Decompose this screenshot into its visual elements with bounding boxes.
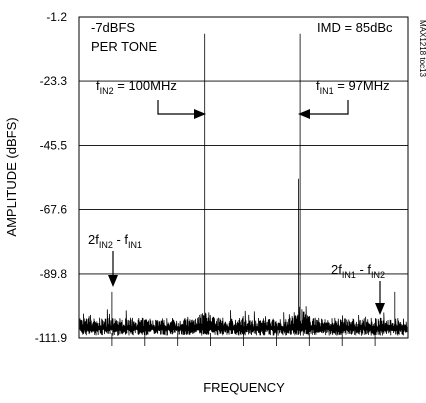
y-tick-label: -1.2 [46, 10, 67, 24]
x-axis-label: FREQUENCY [203, 380, 285, 395]
side-code: MAX1218 toc13 [418, 20, 426, 77]
imd-left-label: 2fIN2 - fIN1 [88, 232, 142, 250]
tone-level-label: -7dBFS [91, 20, 135, 35]
fin2-label: fIN2 = 100MHz [96, 78, 177, 96]
fin1-arrow-head [298, 109, 310, 119]
fin1-label: fIN1 = 97MHz [316, 78, 390, 96]
y-tick-label: -67.6 [40, 203, 68, 217]
imd-right-arrow-head [375, 303, 385, 315]
y-tick-label: -23.3 [40, 74, 68, 88]
imd-left-arrow-head [108, 275, 118, 287]
y-tick-label: -111.9 [35, 331, 68, 345]
x-ticks [111, 333, 376, 346]
plot-frame [78, 16, 409, 339]
grid [79, 80, 408, 275]
y-tick-label: -89.8 [40, 267, 68, 281]
fin2-arrow-line [157, 100, 196, 115]
y-tick-labels: -1.2 -23.3 -45.5 -67.6 -89.8 -111.9 [35, 10, 68, 345]
imd-right-label: 2fIN1 - fIN2 [331, 262, 385, 280]
spectrum-trace [79, 33, 408, 336]
tone-level-label-2: PER TONE [91, 39, 157, 54]
imd-label: IMD = 85dBc [317, 20, 393, 35]
fin2-arrow-head [194, 109, 206, 119]
y-axis-label: AMPLITUDE (dBFS) [4, 117, 19, 236]
fin1-arrow-line [308, 100, 349, 115]
y-tick-label: -45.5 [40, 138, 68, 152]
